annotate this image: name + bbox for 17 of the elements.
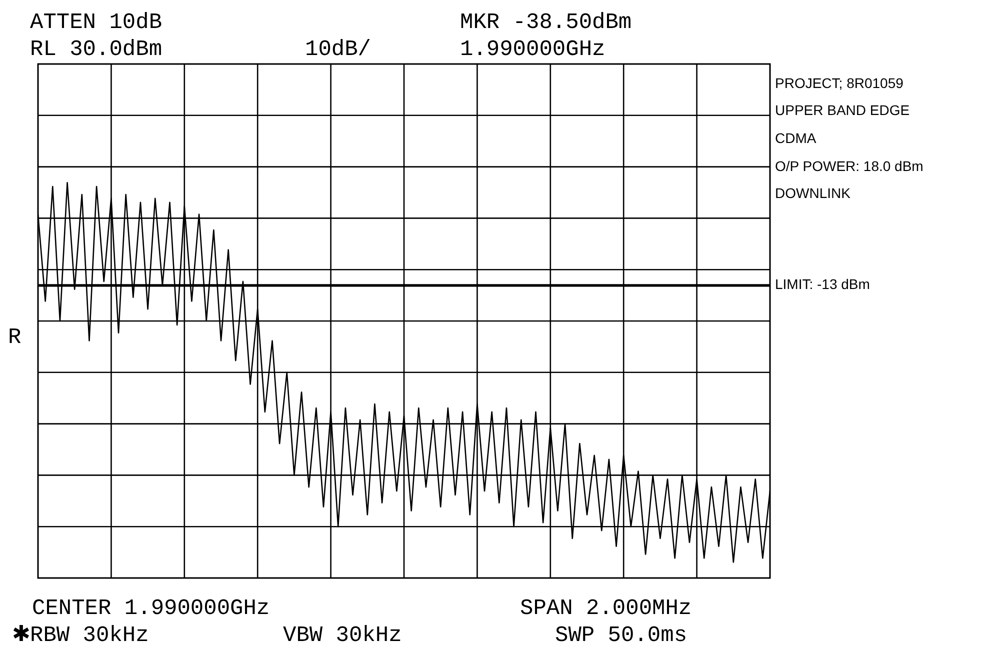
text: O/P POWER: 18.0 dBm [775,158,924,174]
text: SPAN 2.000MHz [520,596,692,621]
text: 10dB/ [305,37,372,62]
text: CENTER 1.990000GHz [32,596,270,621]
text: SWP 50.0ms [555,623,688,648]
text: RL 30.0dBm [30,37,162,62]
text: UPPER BAND EDGE [775,102,910,118]
text: VBW 30kHz [283,623,402,648]
text: ✱RBW 30kHz [12,623,149,648]
text: DOWNLINK [775,185,852,201]
text: ATTEN 10dB [30,10,162,35]
text: CDMA [775,130,817,146]
text: R [8,325,22,350]
text: PROJECT; 8R01059 [775,75,904,91]
text: LIMIT: -13 dBm [775,276,870,292]
text: 1.990000GHz [460,37,606,62]
text: MKR -38.50dBm [460,10,632,35]
